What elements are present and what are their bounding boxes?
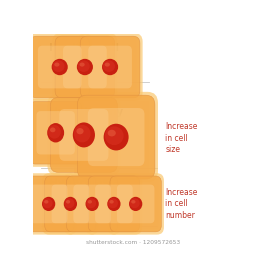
FancyBboxPatch shape [27, 99, 84, 167]
Text: shutterstock.com · 1209572653: shutterstock.com · 1209572653 [86, 240, 180, 245]
FancyBboxPatch shape [95, 185, 133, 223]
FancyBboxPatch shape [69, 179, 115, 229]
Text: Healthy cell: Healthy cell [49, 43, 119, 53]
FancyBboxPatch shape [64, 173, 120, 235]
FancyBboxPatch shape [55, 36, 115, 98]
Ellipse shape [47, 123, 64, 143]
Ellipse shape [52, 59, 68, 75]
FancyBboxPatch shape [83, 101, 149, 173]
FancyBboxPatch shape [27, 33, 92, 101]
Ellipse shape [53, 60, 64, 72]
FancyBboxPatch shape [42, 173, 99, 235]
FancyBboxPatch shape [113, 179, 159, 229]
Ellipse shape [86, 197, 99, 211]
Ellipse shape [129, 197, 142, 211]
FancyBboxPatch shape [30, 36, 89, 98]
FancyBboxPatch shape [50, 97, 118, 172]
Ellipse shape [105, 126, 123, 145]
FancyBboxPatch shape [26, 179, 72, 229]
Ellipse shape [66, 200, 70, 204]
Ellipse shape [131, 200, 135, 204]
FancyBboxPatch shape [32, 104, 79, 161]
FancyBboxPatch shape [74, 92, 158, 182]
FancyBboxPatch shape [55, 102, 113, 167]
Ellipse shape [73, 122, 95, 148]
Ellipse shape [88, 200, 92, 204]
FancyBboxPatch shape [58, 40, 111, 94]
Ellipse shape [109, 200, 114, 204]
Ellipse shape [105, 62, 110, 67]
Ellipse shape [102, 59, 118, 75]
FancyBboxPatch shape [80, 36, 140, 98]
FancyBboxPatch shape [77, 33, 143, 101]
Ellipse shape [64, 198, 74, 208]
FancyBboxPatch shape [63, 46, 107, 88]
FancyBboxPatch shape [45, 176, 96, 232]
Ellipse shape [130, 198, 140, 208]
FancyBboxPatch shape [88, 46, 132, 88]
Ellipse shape [77, 59, 93, 75]
Ellipse shape [42, 197, 55, 211]
Ellipse shape [108, 130, 116, 136]
FancyBboxPatch shape [59, 109, 108, 161]
FancyBboxPatch shape [117, 185, 154, 223]
Ellipse shape [64, 197, 77, 211]
Ellipse shape [86, 198, 96, 208]
Text: Hypertrophy: Hypertrophy [49, 107, 123, 117]
Text: Hyperplasia: Hyperplasia [49, 178, 119, 188]
FancyBboxPatch shape [38, 46, 82, 88]
Text: Increase
in cell
size: Increase in cell size [166, 122, 198, 155]
FancyBboxPatch shape [23, 176, 74, 232]
Ellipse shape [78, 60, 90, 72]
FancyBboxPatch shape [91, 179, 137, 229]
Ellipse shape [54, 62, 60, 67]
Ellipse shape [44, 200, 48, 204]
FancyBboxPatch shape [52, 33, 118, 101]
FancyBboxPatch shape [52, 185, 89, 223]
FancyBboxPatch shape [86, 173, 142, 235]
FancyBboxPatch shape [67, 176, 118, 232]
Ellipse shape [104, 124, 129, 150]
FancyBboxPatch shape [73, 185, 111, 223]
Ellipse shape [103, 60, 115, 72]
Ellipse shape [108, 198, 118, 208]
FancyBboxPatch shape [48, 94, 120, 176]
Ellipse shape [43, 198, 53, 208]
FancyBboxPatch shape [20, 173, 77, 235]
FancyBboxPatch shape [77, 95, 155, 179]
FancyBboxPatch shape [84, 40, 136, 94]
Ellipse shape [80, 62, 85, 67]
Ellipse shape [48, 125, 61, 139]
FancyBboxPatch shape [30, 185, 67, 223]
FancyBboxPatch shape [47, 179, 93, 229]
FancyBboxPatch shape [29, 102, 82, 164]
FancyBboxPatch shape [107, 173, 164, 235]
FancyBboxPatch shape [110, 176, 161, 232]
Text: Increase
in cell
number: Increase in cell number [166, 188, 198, 220]
FancyBboxPatch shape [88, 176, 140, 232]
Ellipse shape [107, 197, 121, 211]
Ellipse shape [50, 127, 55, 132]
FancyBboxPatch shape [33, 40, 86, 94]
Ellipse shape [76, 128, 84, 134]
Ellipse shape [74, 125, 90, 143]
FancyBboxPatch shape [36, 111, 75, 155]
FancyBboxPatch shape [88, 108, 145, 166]
